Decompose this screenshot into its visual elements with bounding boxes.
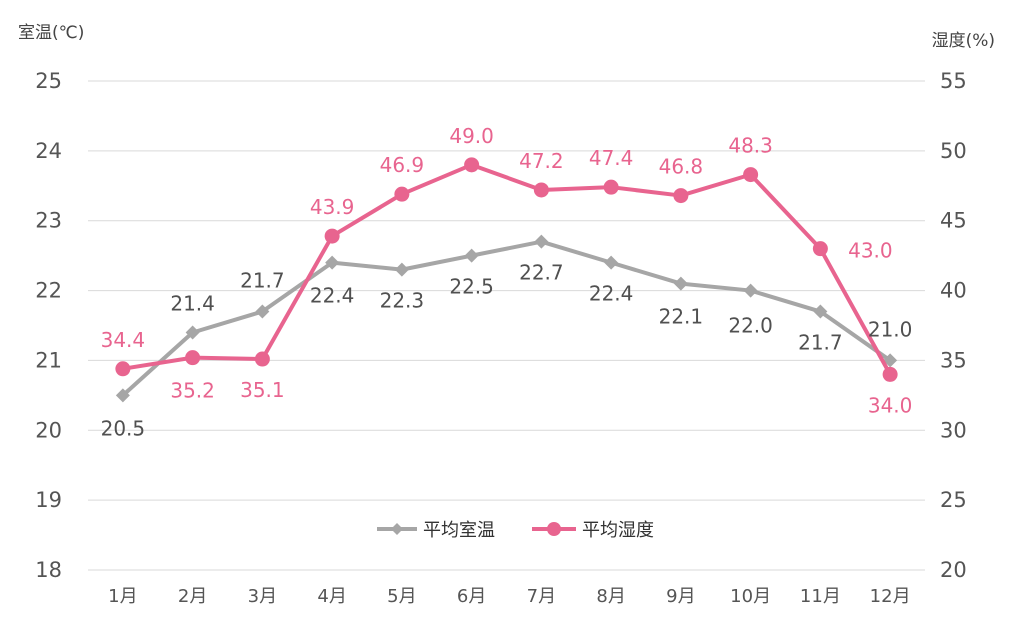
temperature-data-label: 22.3 [380, 289, 425, 313]
series-humidity [115, 157, 898, 382]
temperature-data-label: 21.0 [868, 317, 913, 341]
right-axis-ticks: 20 25 30 35 40 45 50 55 [940, 69, 967, 582]
right-tick-label: 35 [940, 348, 967, 372]
humidity-data-label: 43.0 [848, 239, 893, 263]
left-tick-label: 20 [35, 418, 62, 442]
temperature-data-label: 22.7 [519, 261, 564, 285]
humidity-data-label: 35.1 [240, 378, 285, 402]
humidity-data-label: 43.9 [310, 195, 355, 219]
temperature-data-label: 20.5 [101, 416, 146, 440]
right-tick-label: 50 [940, 139, 967, 163]
humidity-point [603, 179, 619, 195]
humidity-line [122, 162, 892, 376]
temperature-point [394, 262, 409, 277]
right-axis-title: 湿度(%) [932, 31, 995, 51]
humidity-point [533, 182, 549, 198]
humidity-point [115, 361, 131, 377]
left-axis-title: 室温(℃) [18, 23, 84, 43]
temperature-data-label: 22.4 [310, 284, 355, 308]
humidity-point [882, 366, 898, 382]
left-tick-label: 22 [35, 279, 62, 303]
category-label: 1月 [108, 586, 137, 607]
right-tick-label: 20 [940, 558, 967, 582]
temperature-data-label: 22.4 [589, 282, 634, 306]
temperature-point [743, 283, 758, 298]
right-tick-label: 30 [940, 418, 967, 442]
temperature-point [115, 388, 130, 403]
humidity-point [324, 228, 340, 244]
temperature-point [883, 353, 898, 368]
legend: 平均室温 平均湿度 [377, 520, 654, 541]
humidity-data-label: 49.0 [449, 124, 494, 148]
humidity-data-label: 34.4 [101, 328, 146, 352]
temperature-data-label: 22.1 [659, 305, 704, 329]
category-label: 5月 [387, 586, 416, 607]
category-label: 11月 [800, 586, 841, 607]
humidity-point [812, 241, 828, 257]
category-label: 10月 [730, 586, 771, 607]
humidity-data-label: 34.0 [868, 393, 913, 417]
humidity-data-label: 35.2 [170, 379, 215, 403]
humidity-data-label: 48.3 [728, 134, 773, 158]
x-axis-categories: 1月 2月 3月 4月 5月 6月 7月 8月 9月 10月 11月 12月 [108, 586, 910, 607]
humidity-data-label: 47.4 [589, 146, 634, 170]
humidity-point [464, 157, 480, 173]
left-tick-label: 19 [35, 488, 62, 512]
temperature-data-label: 21.4 [170, 291, 215, 315]
temperature-point [534, 234, 549, 249]
right-tick-label: 25 [940, 488, 967, 512]
temperature-point [813, 304, 828, 319]
temperature-data-label: 21.7 [798, 331, 843, 355]
legend-temperature-marker [391, 523, 403, 535]
left-tick-label: 18 [35, 558, 62, 582]
right-tick-label: 55 [940, 69, 967, 93]
category-label: 9月 [666, 586, 695, 607]
legend-temperature-label: 平均室温 [423, 520, 495, 541]
category-label: 7月 [527, 586, 556, 607]
data-labels: 20.5 21.4 21.7 22.4 22.3 22.5 22.7 22.4 22.1 22.0… [101, 124, 913, 441]
humidity-point [673, 188, 689, 204]
category-label: 12月 [870, 586, 911, 607]
category-label: 8月 [596, 586, 625, 607]
humidity-point [254, 351, 270, 367]
temperature-point [673, 276, 688, 291]
right-tick-label: 40 [940, 279, 967, 303]
series-temperature [115, 234, 898, 403]
temperature-line [121, 239, 892, 397]
left-tick-label: 23 [35, 209, 62, 233]
humidity-data-label: 46.8 [659, 155, 704, 179]
legend-humidity-label: 平均湿度 [582, 520, 654, 541]
category-label: 6月 [457, 586, 486, 607]
humidity-data-label: 47.2 [519, 149, 564, 173]
humidity-point [185, 350, 201, 366]
legend-humidity-marker [547, 522, 561, 536]
left-tick-label: 21 [35, 348, 62, 372]
humidity-point [394, 186, 410, 202]
right-tick-label: 45 [940, 209, 967, 233]
humidity-data-label: 46.9 [380, 153, 425, 177]
category-label: 3月 [248, 586, 277, 607]
category-label: 2月 [178, 586, 207, 607]
temperature-point [464, 248, 479, 263]
temperature-data-label: 22.5 [449, 275, 494, 299]
temperature-point [185, 325, 200, 340]
gridlines [88, 80, 925, 571]
left-axis-ticks: 18 19 20 21 22 23 24 25 [35, 69, 62, 582]
category-label: 4月 [317, 586, 346, 607]
temperature-data-label: 21.7 [240, 269, 285, 293]
left-tick-label: 25 [35, 69, 62, 93]
temperature-data-label: 22.0 [728, 314, 773, 338]
humidity-point [743, 167, 759, 183]
temperature-point [255, 304, 270, 319]
left-tick-label: 24 [35, 139, 62, 163]
temperature-point [325, 255, 340, 270]
temperature-point [604, 255, 619, 270]
